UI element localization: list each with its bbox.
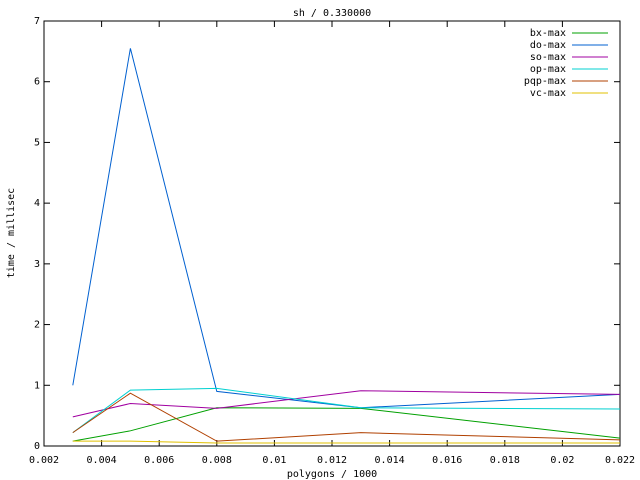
x-tick-label: 0.014 xyxy=(375,455,405,466)
series-line xyxy=(72,392,621,442)
y-tick-label: 3 xyxy=(34,259,40,270)
x-tick-label: 0.02 xyxy=(550,455,574,466)
legend-label: vc-max xyxy=(530,88,566,99)
y-tick-label: 4 xyxy=(34,198,40,209)
x-tick-label: 0.012 xyxy=(317,455,347,466)
x-axis-label: polygons / 1000 xyxy=(287,469,377,480)
legend-label: bx-max xyxy=(530,28,566,39)
legend-label: pqp-max xyxy=(524,76,566,87)
legend-label: do-max xyxy=(530,40,566,51)
x-tick-label: 0.002 xyxy=(29,455,59,466)
legend-label: so-max xyxy=(530,52,566,63)
y-tick-label: 6 xyxy=(34,77,40,88)
series-line xyxy=(72,387,621,434)
legend-label: op-max xyxy=(530,64,566,75)
x-tick-label: 0.022 xyxy=(605,455,635,466)
x-tick-label: 0.018 xyxy=(490,455,520,466)
series-line xyxy=(72,48,621,409)
y-tick-label: 0 xyxy=(34,441,40,452)
x-tick-label: 0.008 xyxy=(202,455,232,466)
y-axis-label: time / millisec xyxy=(6,188,17,278)
chart-title: sh / 0.330000 xyxy=(293,8,371,19)
series-line xyxy=(72,407,621,442)
x-tick-label: 0.006 xyxy=(144,455,174,466)
x-tick-label: 0.004 xyxy=(87,455,117,466)
series-line xyxy=(72,390,621,418)
y-tick-label: 1 xyxy=(34,380,40,391)
y-tick-label: 7 xyxy=(34,16,40,27)
series-line xyxy=(72,440,620,444)
y-tick-label: 5 xyxy=(34,137,40,148)
x-tick-label: 0.016 xyxy=(432,455,462,466)
x-tick-label: 0.01 xyxy=(262,455,286,466)
y-tick-label: 2 xyxy=(34,320,40,331)
